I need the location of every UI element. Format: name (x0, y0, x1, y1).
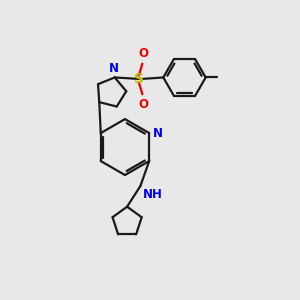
Text: O: O (139, 47, 149, 60)
Text: NH: NH (143, 188, 163, 201)
Text: N: N (109, 61, 119, 74)
Text: O: O (139, 98, 149, 111)
Text: N: N (153, 127, 163, 140)
Text: S: S (134, 72, 144, 86)
